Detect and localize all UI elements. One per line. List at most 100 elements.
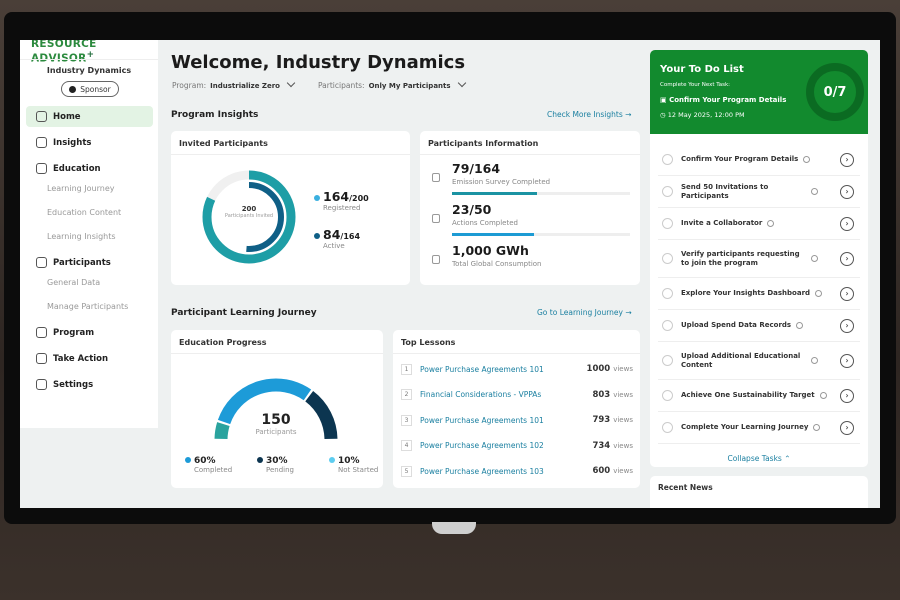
participants-filter[interactable]: Participants: Only My Participants <box>318 78 466 90</box>
task-checkbox[interactable] <box>662 288 673 299</box>
task-checkbox[interactable] <box>662 320 673 331</box>
program-filter[interactable]: Program: Industrialize Zero <box>172 78 296 90</box>
help-icon[interactable] <box>811 188 818 195</box>
book-icon <box>36 163 47 174</box>
help-icon[interactable] <box>796 322 804 329</box>
task-checkbox[interactable] <box>662 186 673 197</box>
gauge-legend-item: 60% Completed <box>185 456 232 474</box>
help-icon[interactable] <box>815 290 823 297</box>
sidebar-subitem[interactable]: Manage Participants <box>47 302 129 311</box>
todo-task[interactable]: Confirm Your Program Details › <box>658 144 860 176</box>
metric-icon <box>432 255 440 264</box>
card-title: Recent News <box>658 483 713 492</box>
help-icon[interactable] <box>811 255 818 262</box>
todo-list: Confirm Your Program Details › Send 50 Inv… <box>650 134 868 467</box>
sidebar-item-insights[interactable]: Insights <box>26 132 153 153</box>
lesson-row[interactable]: 2 Financial Considerations - VPPAs 803 view… <box>401 385 633 405</box>
recent-news-card: Recent News <box>650 476 868 508</box>
org-name: Industry Dynamics <box>46 66 132 75</box>
role-badge: Sponsor <box>61 81 119 97</box>
sponsor-icon <box>69 85 77 93</box>
chevron-right-circle-icon[interactable]: › <box>840 184 854 199</box>
lesson-row[interactable]: 4 Power Purchase Agreements 102 734 views <box>401 436 633 456</box>
collapse-tasks-button[interactable]: Collapse Tasks ⌃ <box>727 454 791 463</box>
chevron-right-circle-icon[interactable]: › <box>840 251 854 266</box>
task-checkbox[interactable] <box>662 390 673 401</box>
card-title: Education Progress <box>171 330 383 354</box>
chevron-right-circle-icon[interactable]: › <box>840 318 854 333</box>
sidebar-subitem[interactable]: Learning Journey <box>47 184 115 193</box>
sidebar-subitem[interactable]: Learning Insights <box>47 232 116 241</box>
logo[interactable]: RESOURCE ADVISOR+ <box>31 40 97 65</box>
task-checkbox[interactable] <box>662 154 673 165</box>
clock-icon: ◷ <box>660 111 668 119</box>
help-icon[interactable] <box>767 220 775 227</box>
todo-progress-ring: 0/7 <box>806 63 864 121</box>
sidebar-item-take-action[interactable]: Take Action <box>26 348 153 369</box>
chevron-up-icon: ⌃ <box>784 454 791 463</box>
sidebar: RESOURCE ADVISOR+ Industry Dynamics Spon… <box>20 40 158 428</box>
task-checkbox[interactable] <box>662 218 673 229</box>
todo-task[interactable]: Invite a Collaborator › <box>658 208 860 240</box>
todo-task[interactable]: Explore Your Insights Dashboard › <box>658 278 860 310</box>
chevron-down-icon <box>286 78 296 88</box>
gauge-segment-pending <box>305 390 338 440</box>
due-date: 12 May 2025, 12:00 PM <box>667 111 745 119</box>
arrow-right-icon: → <box>625 110 632 119</box>
gauge-segment-completed <box>217 378 312 425</box>
home-icon <box>36 111 47 122</box>
chevron-right-circle-icon[interactable]: › <box>840 388 854 403</box>
todo-task[interactable]: Upload Spend Data Records › <box>658 310 860 342</box>
help-icon[interactable] <box>811 357 818 364</box>
chevron-right-circle-icon[interactable]: › <box>840 286 854 301</box>
page-title: Welcome, Industry Dynamics <box>171 52 466 73</box>
go-to-learning-journey-link[interactable]: Go to Learning Journey → <box>537 308 632 317</box>
chevron-right-circle-icon[interactable]: › <box>840 353 854 368</box>
gauge-center-value: 150 <box>261 412 291 428</box>
sidebar-subitem[interactable]: General Data <box>47 278 101 287</box>
next-task-link[interactable]: ▣ Confirm Your Program Details <box>660 96 787 104</box>
todo-task[interactable]: Verify participants requesting to join t… <box>658 240 860 278</box>
metric-icon <box>432 173 440 182</box>
chevron-right-circle-icon[interactable]: › <box>840 420 854 435</box>
gauge-legend-item: 30% Pending <box>257 456 294 474</box>
todo-title: Your To Do List <box>660 64 744 75</box>
progress-bar <box>452 233 630 236</box>
todo-task[interactable]: Send 50 Invitations to Participants › <box>658 176 860 208</box>
task-checkbox[interactable] <box>662 422 673 433</box>
arrow-right-icon: → <box>625 308 632 317</box>
task-checkbox[interactable] <box>662 355 673 366</box>
chevron-right-circle-icon[interactable]: › <box>840 216 854 231</box>
active-arc <box>214 182 284 252</box>
help-icon[interactable] <box>803 156 811 163</box>
lesson-row[interactable]: 5 Power Purchase Agreements 103 600 views <box>401 461 633 481</box>
gauge-legend-item: 10% Not Started <box>329 456 378 474</box>
donut-center-value: 200 <box>241 205 257 213</box>
help-icon[interactable] <box>813 424 821 431</box>
gauge-segment-not-started <box>214 422 230 440</box>
top-lessons-card: Top Lessons 1 Power Purchase Agreements 1… <box>393 330 640 488</box>
card-title: Participants Information <box>420 131 640 155</box>
chart-pie-icon <box>36 137 47 148</box>
list-icon <box>36 327 47 338</box>
todo-task[interactable]: Upload Additional Educational Content › <box>658 342 860 380</box>
sidebar-item-home[interactable]: Home <box>26 106 153 127</box>
sidebar-subitem[interactable]: Education Content <box>47 208 122 217</box>
sidebar-item-program[interactable]: Program <box>26 322 153 343</box>
sidebar-item-education[interactable]: Education <box>26 158 153 179</box>
todo-task[interactable]: Complete Your Learning Journey › <box>658 412 860 444</box>
sidebar-item-participants[interactable]: Participants <box>26 252 153 273</box>
lesson-row[interactable]: 1 Power Purchase Agreements 101 1000 views <box>401 359 633 379</box>
clipboard-icon: ▣ <box>660 96 670 104</box>
todo-task[interactable]: Achieve One Sustainability Target › <box>658 380 860 412</box>
help-icon[interactable] <box>819 392 827 399</box>
education-progress-card: Education Progress 150 Participants 60% C… <box>171 330 383 488</box>
task-checkbox[interactable] <box>662 253 673 264</box>
section-title: Participant Learning Journey <box>171 308 317 318</box>
invited-donut <box>202 170 296 264</box>
sidebar-item-settings[interactable]: Settings <box>26 374 153 395</box>
lesson-row[interactable]: 3 Power Purchase Agreements 101 793 views <box>401 410 633 430</box>
gear-icon <box>36 379 47 390</box>
chevron-right-circle-icon[interactable]: › <box>840 152 854 167</box>
check-more-insights-link[interactable]: Check More Insights → <box>547 110 632 119</box>
